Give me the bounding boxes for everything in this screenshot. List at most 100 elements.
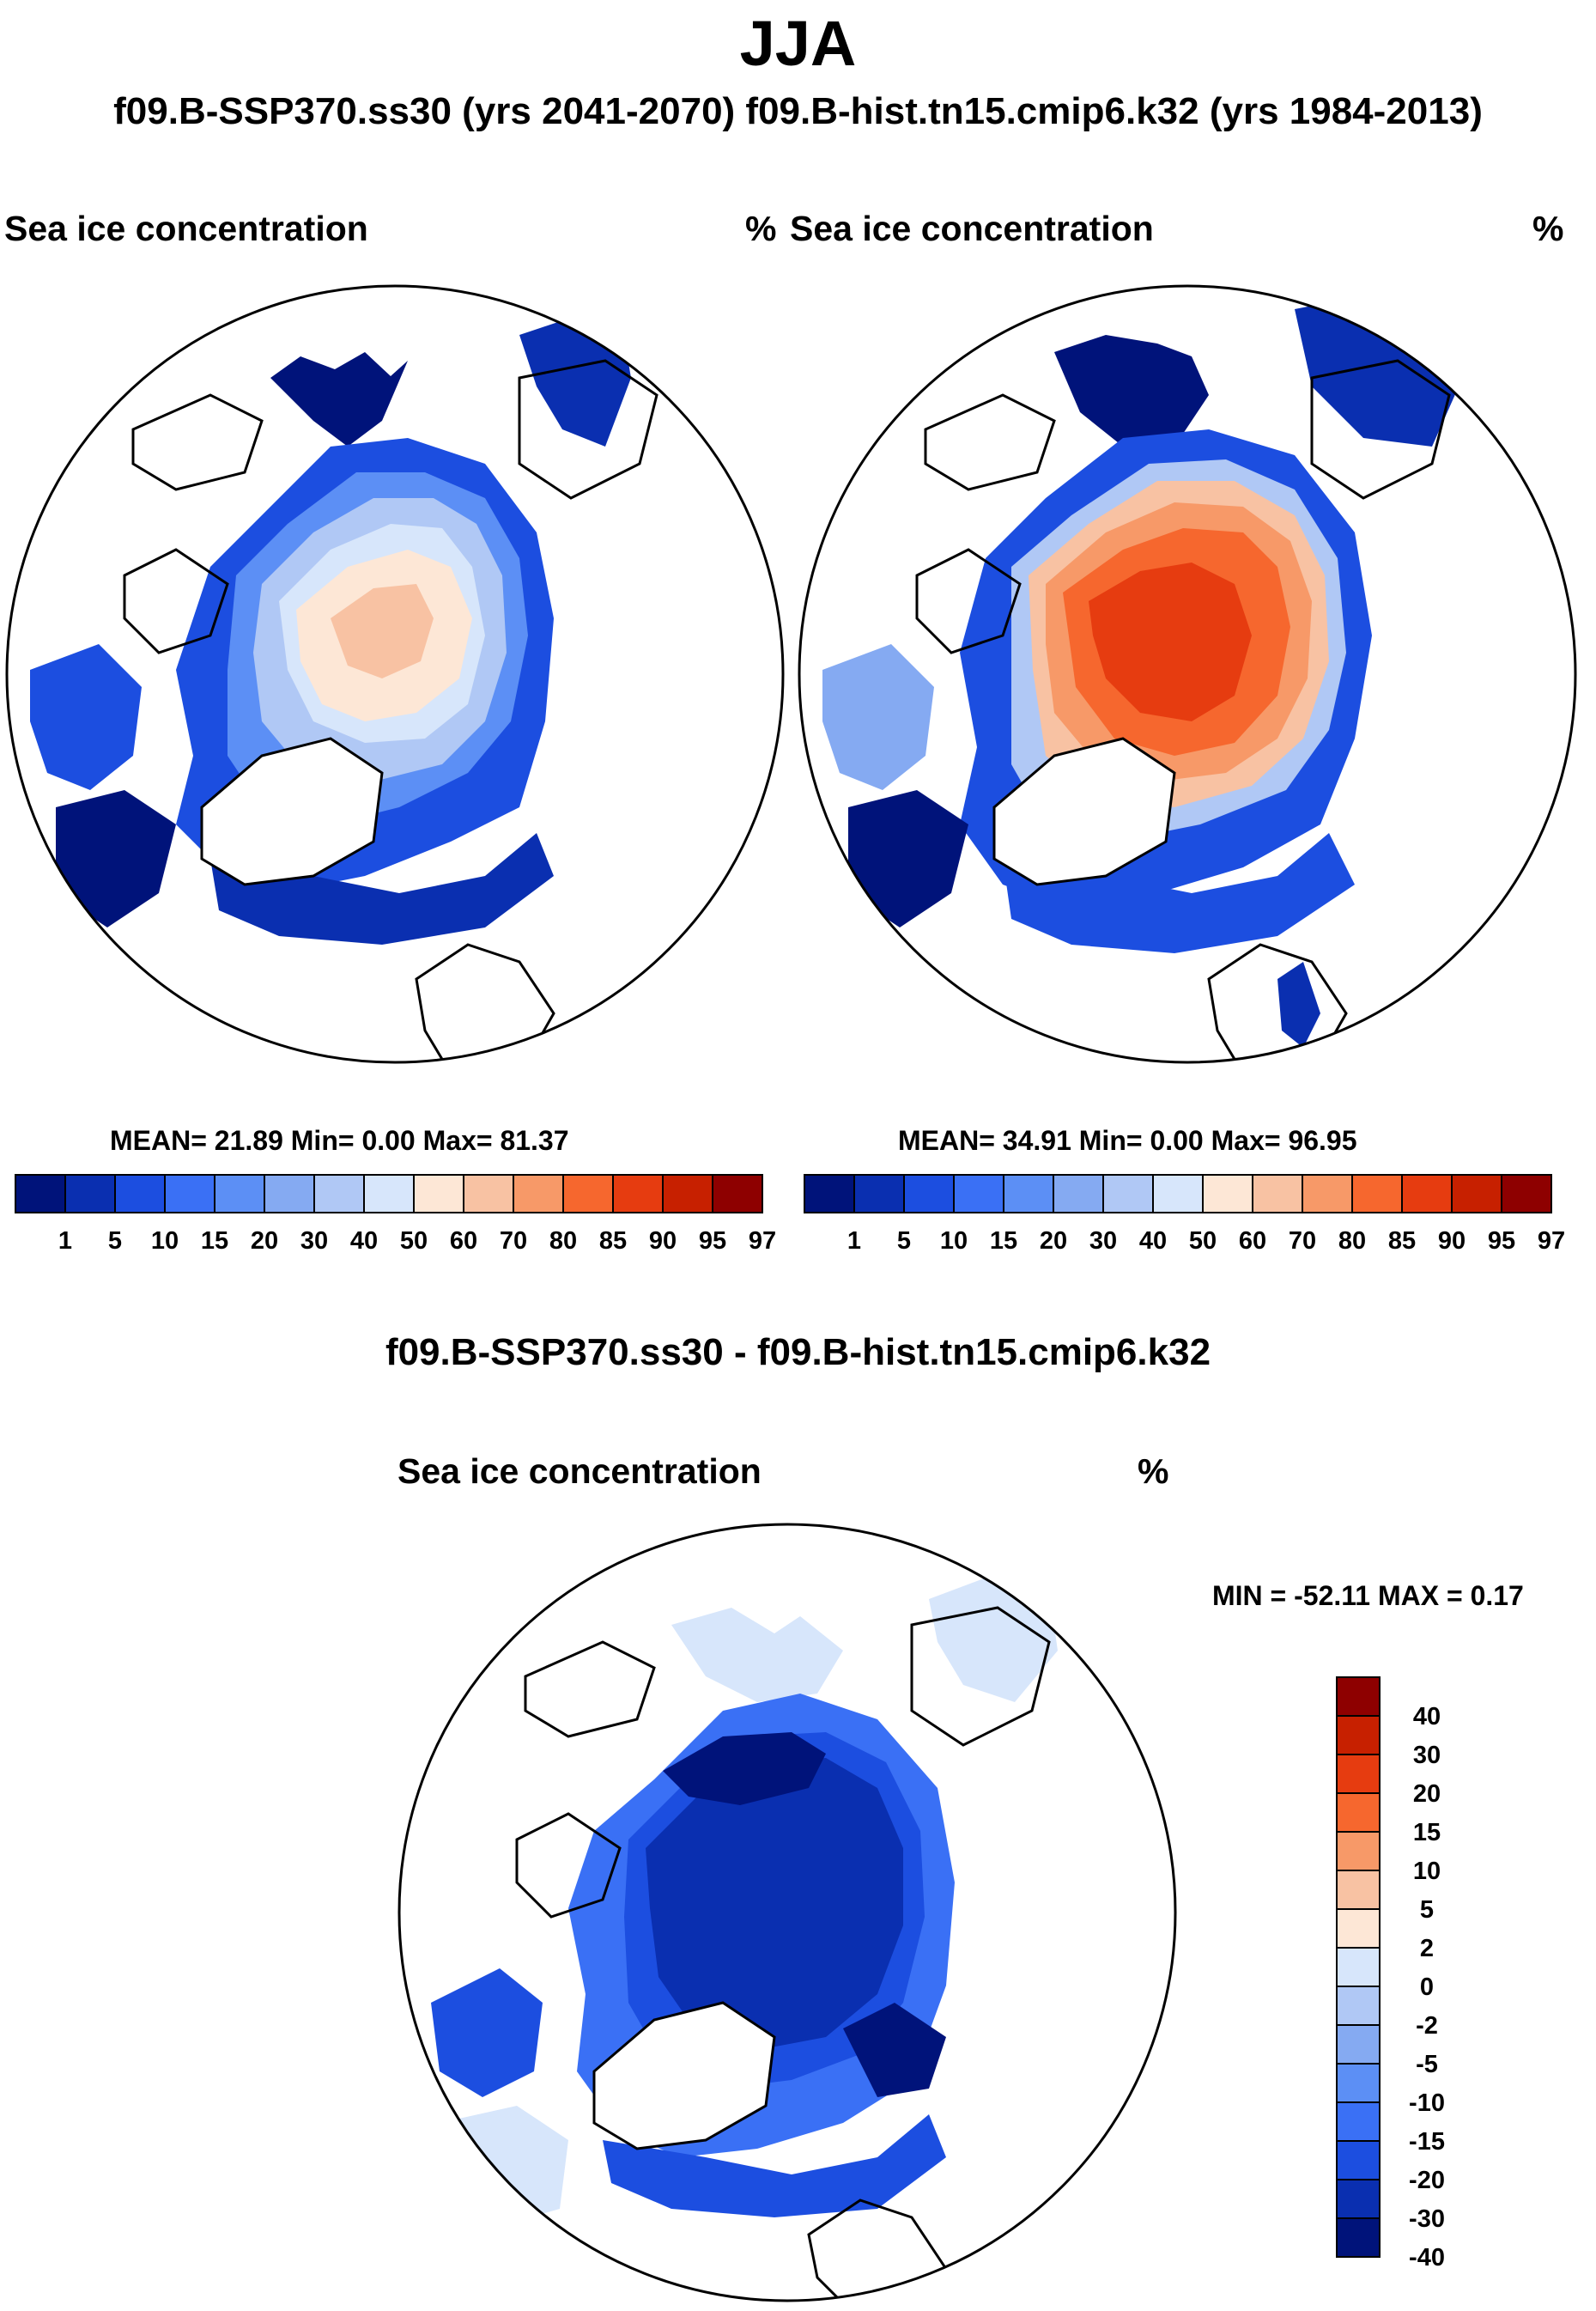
- season-title: JJA: [739, 8, 857, 79]
- land-archipelago: [123, 548, 229, 654]
- cb-hist-tick-2: 10: [940, 1227, 968, 1255]
- ice-bering: [270, 352, 408, 447]
- cb-future-box-7: [363, 1174, 415, 1213]
- cb-hist-tick-11: 85: [1388, 1227, 1416, 1255]
- diff-kara: [843, 2003, 946, 2097]
- colorbar-historical: 1 5 10 15 20 30 40 50 60 70 80 85 90 95 97: [804, 1174, 1565, 1255]
- cb-hist-tick-7: 50: [1189, 1227, 1217, 1255]
- run-subtitle: f09.B-SSP370.ss30 (yrs 2041-2070) f09.B-…: [113, 90, 1483, 132]
- cb-diff-tick-0: 40: [1413, 1703, 1441, 1730]
- land-siberia-hist: [1310, 359, 1451, 500]
- cb-hist-tick-6: 40: [1139, 1227, 1167, 1255]
- cb-future-box-6: [313, 1174, 365, 1213]
- ice-core2: [331, 584, 434, 678]
- land-siberia: [518, 359, 658, 500]
- panel2-stats: MEAN= 34.91 Min= 0.00 Max= 96.95: [898, 1125, 1357, 1156]
- cb-future-tick-0: 1: [58, 1227, 72, 1255]
- cb-future-box-14: [712, 1174, 763, 1213]
- cb-hist-tick-9: 70: [1289, 1227, 1316, 1255]
- cb-hist-tick-4: 20: [1040, 1227, 1067, 1255]
- land-siberia-diff: [910, 1606, 1051, 1747]
- cb-hist-tick-0: 1: [847, 1227, 861, 1255]
- cb-diff-tick-9: -5: [1416, 2051, 1438, 2078]
- cb-future-box-9: [463, 1174, 514, 1213]
- cb-future-box-0: [15, 1174, 66, 1213]
- cb-future-box-11: [562, 1174, 614, 1213]
- land-greenland: [200, 737, 384, 886]
- cb-future-box-10: [513, 1174, 564, 1213]
- map-future: [5, 284, 785, 1064]
- cb-diff-tick-1: 30: [1413, 1742, 1441, 1769]
- ice-hudson: [30, 644, 142, 790]
- cb-hist-tick-10: 80: [1338, 1227, 1366, 1255]
- cb-future-box-4: [214, 1174, 265, 1213]
- cb-diff-box-9: [1336, 2024, 1381, 2065]
- cb-hist-box-10: [1302, 1174, 1353, 1213]
- land-alaska-hist: [924, 393, 1056, 491]
- cb-hist-box-2: [903, 1174, 955, 1213]
- cb-hist-box-3: [953, 1174, 1004, 1213]
- land-alaska-diff: [524, 1640, 656, 1738]
- ice-barents-hist: [1003, 833, 1355, 953]
- ice-hudson-hist: [822, 644, 934, 790]
- cb-future-box-2: [114, 1174, 166, 1213]
- cb-diff-tick-10: -10: [1409, 2089, 1445, 2117]
- land-archipelago-hist: [915, 548, 1022, 654]
- cb-hist-box-13: [1451, 1174, 1502, 1213]
- cb-future-box-8: [413, 1174, 464, 1213]
- map-historical: [798, 284, 1577, 1064]
- diff-pos: [444, 2200, 491, 2252]
- cb-hist-box-8: [1202, 1174, 1253, 1213]
- cb-hist-box-0: [804, 1174, 855, 1213]
- diff-hudson: [431, 1968, 543, 2097]
- panel2-units: %: [1532, 209, 1564, 248]
- cb-diff-box-11: [1336, 2101, 1381, 2142]
- ice-bering-hist: [1054, 335, 1209, 447]
- cb-hist-box-7: [1152, 1174, 1204, 1213]
- cb-diff-tick-14: -40: [1409, 2244, 1445, 2271]
- cb-diff-tick-6: 2: [1420, 1935, 1434, 1962]
- cb-hist-box-14: [1501, 1174, 1552, 1213]
- cb-diff-tick-2: 20: [1413, 1780, 1441, 1808]
- cb-future-tick-7: 50: [400, 1227, 428, 1255]
- cb-hist-tick-14: 97: [1538, 1227, 1565, 1255]
- cb-diff-box-3: [1336, 1792, 1381, 1833]
- panel1-units: %: [745, 209, 777, 248]
- cb-hist-tick-5: 30: [1089, 1227, 1117, 1255]
- cb-future-tick-14: 97: [749, 1227, 776, 1255]
- cb-diff-box-0: [1336, 1676, 1381, 1717]
- cb-diff-box-10: [1336, 2063, 1381, 2103]
- difference-title: Sea ice concentration: [397, 1451, 762, 1491]
- cb-future-tick-8: 60: [450, 1227, 477, 1255]
- cb-future-tick-6: 40: [350, 1227, 378, 1255]
- panel1-stats: MEAN= 21.89 Min= 0.00 Max= 81.37: [110, 1125, 569, 1156]
- cb-diff-box-14: [1336, 2217, 1381, 2258]
- diff-barents: [603, 2114, 946, 2217]
- cb-future-tick-5: 30: [300, 1227, 328, 1255]
- cb-hist-tick-13: 95: [1488, 1227, 1515, 1255]
- cb-diff-box-13: [1336, 2179, 1381, 2219]
- map-difference: [397, 1523, 1177, 2302]
- cb-future-tick-13: 95: [699, 1227, 726, 1255]
- ice-labrador: [56, 790, 176, 927]
- cb-diff-tick-3: 15: [1413, 1819, 1441, 1846]
- cb-future-box-1: [64, 1174, 116, 1213]
- cb-diff-box-6: [1336, 1908, 1381, 1949]
- cb-hist-box-1: [853, 1174, 905, 1213]
- cb-diff-tick-8: -2: [1416, 2012, 1438, 2040]
- cb-future-tick-9: 70: [500, 1227, 527, 1255]
- cb-hist-box-5: [1053, 1174, 1104, 1213]
- cb-future-tick-11: 85: [599, 1227, 627, 1255]
- land-alaska: [131, 393, 264, 491]
- cb-future-box-3: [164, 1174, 215, 1213]
- difference-stats: MIN = -52.11 MAX = 0.17: [1212, 1580, 1524, 1611]
- cb-future-box-12: [612, 1174, 664, 1213]
- cb-future-box-13: [662, 1174, 713, 1213]
- ice-barents: [210, 833, 554, 945]
- panel1-title: Sea ice concentration: [4, 209, 368, 248]
- diff-core: [663, 1732, 826, 1805]
- land-greenland-diff: [592, 2001, 776, 2150]
- cb-hist-box-6: [1102, 1174, 1154, 1213]
- ice-core-hist: [1089, 563, 1252, 721]
- cb-hist-tick-12: 90: [1438, 1227, 1466, 1255]
